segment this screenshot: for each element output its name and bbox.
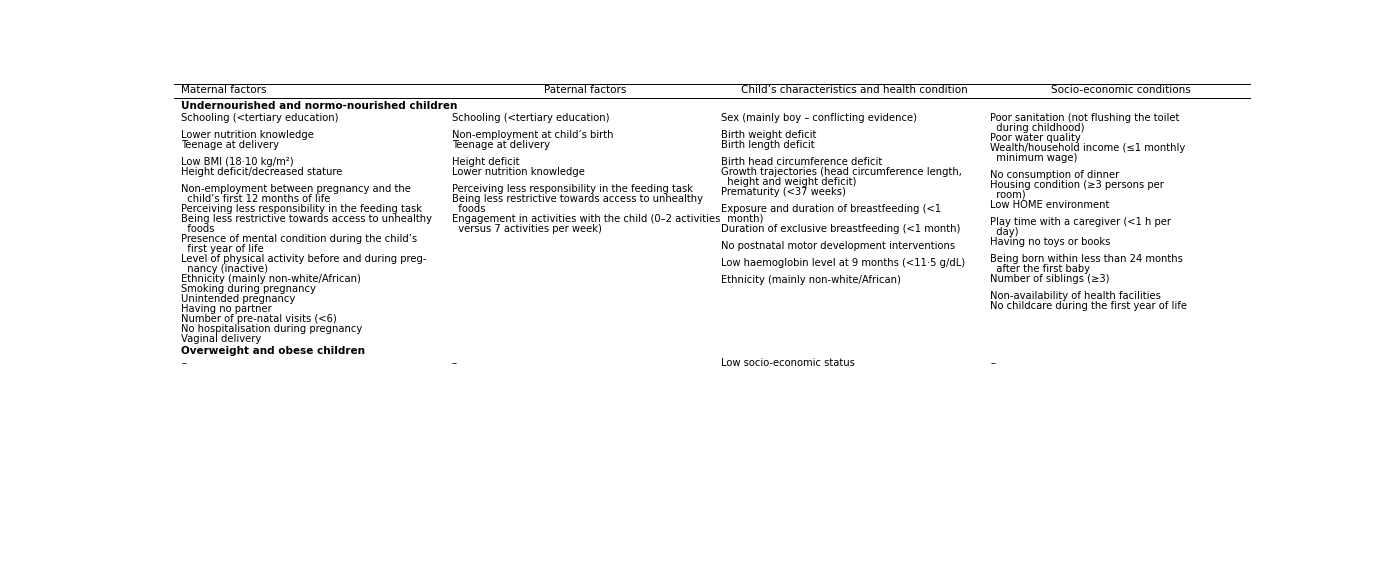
Text: room): room)	[990, 190, 1026, 200]
Text: Perceiving less responsibility in the feeding task: Perceiving less responsibility in the fe…	[452, 184, 692, 194]
Text: Non-employment between pregnancy and the: Non-employment between pregnancy and the	[181, 184, 411, 194]
Text: Being born within less than 24 months: Being born within less than 24 months	[990, 254, 1183, 264]
Text: Being less restrictive towards access to unhealthy: Being less restrictive towards access to…	[181, 214, 432, 223]
Text: Low socio-economic status: Low socio-economic status	[721, 358, 855, 368]
Text: Growth trajectories (head circumference length,: Growth trajectories (head circumference …	[721, 166, 962, 177]
Text: Duration of exclusive breastfeeding (<1 month): Duration of exclusive breastfeeding (<1 …	[721, 223, 960, 234]
Text: Having no partner: Having no partner	[181, 304, 272, 314]
Text: versus 7 activities per week): versus 7 activities per week)	[452, 223, 602, 234]
Text: day): day)	[990, 227, 1019, 237]
Text: first year of life: first year of life	[181, 244, 264, 254]
Text: –: –	[452, 358, 457, 368]
Text: Poor water quality: Poor water quality	[990, 133, 1081, 143]
Text: Socio-economic conditions: Socio-economic conditions	[1051, 85, 1190, 95]
Text: No hospitalisation during pregnancy: No hospitalisation during pregnancy	[181, 324, 363, 334]
Text: Lower nutrition knowledge: Lower nutrition knowledge	[181, 130, 314, 140]
Text: Smoking during pregnancy: Smoking during pregnancy	[181, 284, 316, 294]
Text: during childhood): during childhood)	[990, 123, 1084, 133]
Text: child’s first 12 months of life: child’s first 12 months of life	[181, 194, 331, 204]
Text: –: –	[990, 358, 995, 368]
Text: Prematurity (<37 weeks): Prematurity (<37 weeks)	[721, 187, 847, 197]
Text: Maternal factors: Maternal factors	[181, 85, 267, 95]
Text: Sex (mainly boy – conflicting evidence): Sex (mainly boy – conflicting evidence)	[721, 112, 917, 123]
Text: Number of pre-natal visits (<6): Number of pre-natal visits (<6)	[181, 314, 336, 324]
Text: Schooling (<tertiary education): Schooling (<tertiary education)	[452, 112, 609, 123]
Text: Lower nutrition knowledge: Lower nutrition knowledge	[452, 166, 585, 177]
Text: after the first baby: after the first baby	[990, 264, 1090, 274]
Text: nancy (inactive): nancy (inactive)	[181, 264, 268, 274]
Text: Low haemoglobin level at 9 months (<11·5 g/dL): Low haemoglobin level at 9 months (<11·5…	[721, 258, 965, 268]
Text: Birth head circumference deficit: Birth head circumference deficit	[721, 157, 883, 166]
Text: Presence of mental condition during the child’s: Presence of mental condition during the …	[181, 234, 417, 244]
Text: Unintended pregnancy: Unintended pregnancy	[181, 294, 296, 304]
Text: Height deficit: Height deficit	[452, 157, 520, 166]
Text: Poor sanitation (not flushing the toilet: Poor sanitation (not flushing the toilet	[990, 112, 1180, 123]
Text: Engagement in activities with the child (0–2 activities: Engagement in activities with the child …	[452, 214, 720, 223]
Text: Schooling (<tertiary education): Schooling (<tertiary education)	[181, 112, 339, 123]
Text: Level of physical activity before and during preg-: Level of physical activity before and du…	[181, 254, 427, 264]
Text: Birth length deficit: Birth length deficit	[721, 140, 815, 150]
Text: Vaginal delivery: Vaginal delivery	[181, 334, 261, 344]
Text: Child’s characteristics and health condition: Child’s characteristics and health condi…	[741, 85, 967, 95]
Text: minimum wage): minimum wage)	[990, 152, 1077, 162]
Text: Teenage at delivery: Teenage at delivery	[452, 140, 549, 150]
Text: Having no toys or books: Having no toys or books	[990, 237, 1111, 247]
Text: Paternal factors: Paternal factors	[543, 85, 627, 95]
Text: Housing condition (≥3 persons per: Housing condition (≥3 persons per	[990, 180, 1165, 190]
Text: Ethnicity (mainly non-white/African): Ethnicity (mainly non-white/African)	[181, 274, 361, 284]
Text: Play time with a caregiver (<1 h per: Play time with a caregiver (<1 h per	[990, 217, 1172, 227]
Text: –: –	[181, 358, 186, 368]
Text: month): month)	[721, 214, 763, 223]
Text: Undernourished and normo-nourished children: Undernourished and normo-nourished child…	[181, 101, 457, 111]
Text: No childcare during the first year of life: No childcare during the first year of li…	[990, 301, 1187, 311]
Text: Non-employment at child’s birth: Non-employment at child’s birth	[452, 130, 613, 140]
Text: Low BMI (18·10 kg/m²): Low BMI (18·10 kg/m²)	[181, 157, 293, 166]
Text: Wealth/household income (≤1 monthly: Wealth/household income (≤1 monthly	[990, 143, 1186, 152]
Text: Teenage at delivery: Teenage at delivery	[181, 140, 279, 150]
Text: Low HOME environment: Low HOME environment	[990, 200, 1109, 210]
Text: No consumption of dinner: No consumption of dinner	[990, 170, 1119, 180]
Text: Exposure and duration of breastfeeding (<1: Exposure and duration of breastfeeding (…	[721, 204, 941, 214]
Text: Overweight and obese children: Overweight and obese children	[181, 346, 366, 356]
Text: Height deficit/decreased stature: Height deficit/decreased stature	[181, 166, 343, 177]
Text: height and weight deficit): height and weight deficit)	[721, 177, 856, 187]
Text: Ethnicity (mainly non-white/African): Ethnicity (mainly non-white/African)	[721, 275, 901, 285]
Text: Non-availability of health facilities: Non-availability of health facilities	[990, 291, 1161, 301]
Text: No postnatal motor development interventions: No postnatal motor development intervent…	[721, 241, 955, 251]
Text: foods: foods	[452, 204, 485, 214]
Text: Number of siblings (≥3): Number of siblings (≥3)	[990, 274, 1109, 284]
Text: Perceiving less responsibility in the feeding task: Perceiving less responsibility in the fe…	[181, 204, 423, 214]
Text: foods: foods	[181, 223, 215, 234]
Text: Birth weight deficit: Birth weight deficit	[721, 130, 816, 140]
Text: Being less restrictive towards access to unhealthy: Being less restrictive towards access to…	[452, 194, 703, 204]
